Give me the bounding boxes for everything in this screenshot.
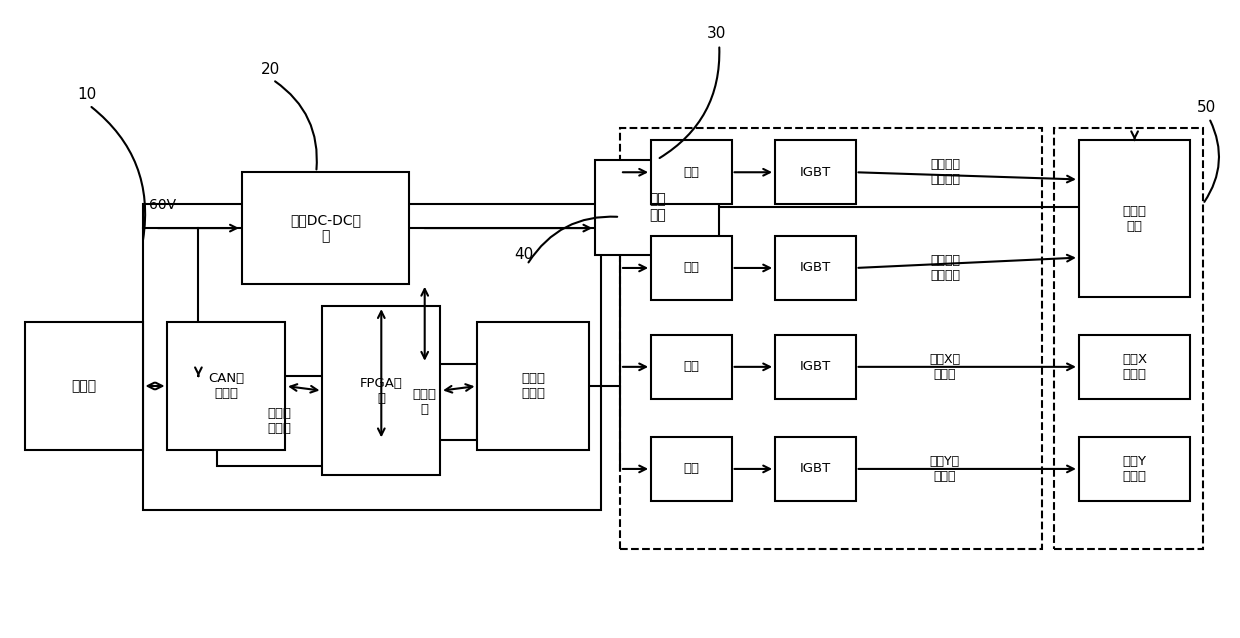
FancyBboxPatch shape [217,376,341,466]
Text: 高压DC-DC模
块: 高压DC-DC模 块 [290,213,361,243]
FancyBboxPatch shape [477,322,589,450]
Text: 60V: 60V [149,198,176,212]
Text: CAN总
线端口: CAN总 线端口 [208,372,244,400]
Text: 单极高频
激励信号: 单极高频 激励信号 [930,158,960,186]
Text: 40: 40 [515,246,534,262]
Text: IGBT: IGBT [800,262,831,274]
FancyBboxPatch shape [322,306,440,475]
Text: 偶极X
换能器: 偶极X 换能器 [1122,353,1147,381]
Text: 驱动: 驱动 [683,262,699,274]
FancyBboxPatch shape [775,140,856,204]
Text: 偶极Y
换能器: 偶极Y 换能器 [1122,455,1147,483]
FancyBboxPatch shape [651,236,732,300]
Text: 驱动: 驱动 [683,166,699,179]
FancyBboxPatch shape [25,322,143,450]
Text: IGBT: IGBT [800,360,831,373]
FancyBboxPatch shape [167,322,285,450]
Text: 单极低频
激励信号: 单极低频 激励信号 [930,254,960,282]
FancyBboxPatch shape [1079,335,1190,399]
Text: IGBT: IGBT [800,166,831,179]
Text: 驱动: 驱动 [683,360,699,373]
FancyBboxPatch shape [372,364,477,440]
FancyBboxPatch shape [1079,140,1190,297]
FancyBboxPatch shape [242,172,409,284]
FancyBboxPatch shape [775,236,856,300]
Text: 电源转
换模块: 电源转 换模块 [267,407,291,435]
FancyBboxPatch shape [651,335,732,399]
Text: 20: 20 [260,61,280,77]
Text: 充电
模块: 充电 模块 [649,192,666,223]
FancyBboxPatch shape [775,335,856,399]
FancyBboxPatch shape [1079,437,1190,501]
Text: 30: 30 [707,26,727,41]
Text: 驱动: 驱动 [683,463,699,475]
Text: 单极换
能器: 单极换 能器 [1122,205,1147,232]
FancyBboxPatch shape [595,160,719,255]
Text: 控制电
压: 控制电 压 [413,388,436,416]
Text: IGBT: IGBT [800,463,831,475]
FancyBboxPatch shape [775,437,856,501]
FancyBboxPatch shape [651,437,732,501]
Text: 偶极Y激
励信号: 偶极Y激 励信号 [930,455,960,483]
Text: 上位机: 上位机 [71,379,97,393]
FancyBboxPatch shape [651,140,732,204]
Text: 偶极X激
励信号: 偶极X激 励信号 [929,353,961,381]
Text: 放电控
制信号: 放电控 制信号 [521,372,546,400]
Text: 50: 50 [1197,100,1216,115]
Text: 10: 10 [77,87,97,102]
Text: FPGA芯
片: FPGA芯 片 [360,377,403,404]
